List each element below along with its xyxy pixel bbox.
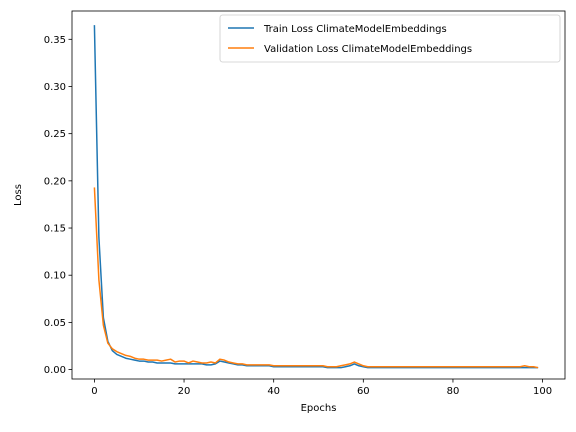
y-tick-label: 0.00 bbox=[44, 365, 66, 376]
legend-box bbox=[219, 14, 561, 63]
x-tick-label: 20 bbox=[178, 386, 191, 397]
plot-lines bbox=[93, 25, 539, 369]
y-tick-label: 0.05 bbox=[44, 318, 66, 329]
legend-label: Validation Loss ClimateModelEmbeddings bbox=[264, 44, 472, 55]
x-axis: 0 20 40 60 80 100 bbox=[91, 379, 552, 397]
x-tick-label: 0 bbox=[91, 386, 97, 397]
legend: Train Loss ClimateModelEmbeddings Validat… bbox=[219, 14, 561, 63]
plot-frame bbox=[71, 10, 566, 380]
series-line-1 bbox=[93, 187, 539, 369]
y-tick-label: 0.30 bbox=[44, 82, 66, 93]
x-tick-label: 40 bbox=[267, 386, 280, 397]
x-tick-label: 60 bbox=[357, 386, 370, 397]
y-tick-label: 0.15 bbox=[44, 224, 66, 235]
y-axis-title: Loss bbox=[13, 184, 24, 206]
y-tick-label: 0.10 bbox=[44, 271, 66, 282]
y-tick-label: 0.35 bbox=[44, 35, 66, 46]
x-axis-title: Epochs bbox=[301, 403, 337, 414]
y-tick-label: 0.20 bbox=[44, 176, 66, 187]
legend-label: Train Loss ClimateModelEmbeddings bbox=[263, 24, 447, 35]
series-line-0 bbox=[93, 25, 539, 369]
x-tick-label: 80 bbox=[447, 386, 460, 397]
y-axis: 0.00 0.05 0.10 0.15 0.20 0.25 0.30 0.35 bbox=[44, 35, 72, 376]
x-tick-label: 100 bbox=[533, 386, 552, 397]
y-tick-label: 0.25 bbox=[44, 129, 66, 140]
